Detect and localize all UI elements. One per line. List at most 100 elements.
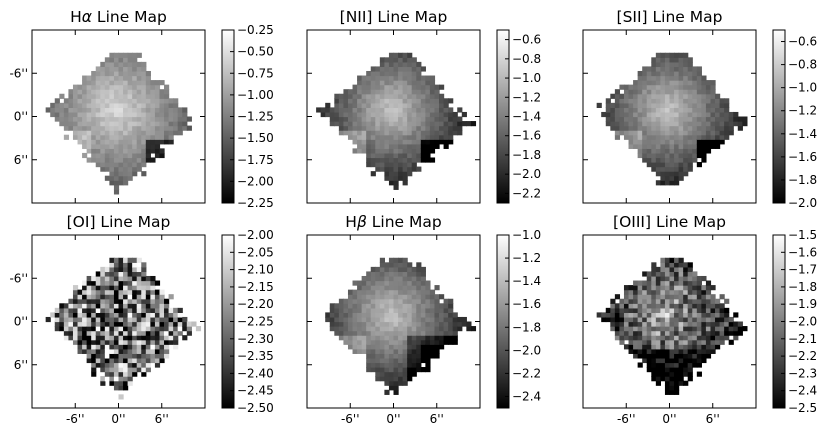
map-cell (402, 121, 408, 127)
map-cell (118, 303, 124, 309)
map-cell (466, 326, 472, 332)
map-cell (159, 353, 165, 359)
map-cell (393, 93, 399, 99)
map-cell (701, 348, 707, 354)
map-cell (82, 84, 88, 90)
map-cell (655, 280, 661, 286)
map-cell (118, 312, 124, 318)
map-cell (338, 307, 345, 313)
map-cell (674, 52, 680, 58)
map-cell (127, 294, 133, 300)
map-cell (411, 93, 417, 99)
map-cell (366, 107, 372, 113)
map-cell (642, 84, 648, 90)
map-cell (683, 339, 689, 345)
line-map-image (596, 52, 748, 186)
map-cell (683, 344, 689, 350)
map-cell (388, 130, 395, 136)
map-cell (633, 312, 639, 318)
map-cell (82, 303, 88, 309)
map-cell (420, 303, 426, 309)
map-cell (375, 89, 381, 95)
map-cell (136, 98, 142, 104)
map-cell (123, 52, 129, 58)
map-cell (728, 326, 734, 332)
map-cell (448, 321, 454, 327)
map-cell (159, 111, 165, 118)
map-cell (72, 335, 79, 341)
map-cell (109, 362, 115, 368)
map-cell (150, 130, 156, 136)
map-cell (173, 130, 179, 136)
map-cell (370, 285, 376, 291)
map-cell (683, 266, 689, 273)
map-cell (132, 134, 138, 140)
map-cell (95, 80, 101, 86)
map-cell (375, 134, 381, 140)
map-cell (407, 262, 413, 268)
map-cell (687, 348, 693, 354)
y-tick-label: -6'' (9, 271, 28, 285)
map-cell (407, 84, 413, 90)
map-cell (168, 312, 174, 318)
map-cell (150, 339, 156, 345)
map-cell (678, 89, 684, 95)
map-cell (692, 148, 698, 154)
map-cell (651, 371, 657, 377)
map-cell (113, 180, 120, 186)
map-cell (633, 111, 639, 118)
map-cell (402, 175, 408, 181)
colorbar-tick-label: −0.8 (788, 58, 817, 72)
map-cell (59, 326, 65, 332)
map-cell (669, 357, 675, 364)
map-cell (393, 89, 399, 95)
map-cell (123, 326, 129, 332)
map-cell (398, 257, 404, 263)
map-cell (696, 80, 702, 86)
map-cell (416, 339, 422, 345)
map-cell (646, 84, 652, 90)
map-cell (660, 348, 666, 354)
map-cell (145, 102, 151, 108)
map-cell (655, 75, 661, 81)
map-cell (443, 335, 449, 341)
map-cell (86, 316, 92, 323)
map-cell (669, 75, 675, 81)
map-cell (168, 116, 174, 122)
map-cell (191, 321, 197, 327)
map-cell (118, 171, 124, 177)
map-cell (82, 121, 88, 127)
map-cell (95, 162, 101, 168)
map-cell (646, 280, 652, 286)
map-cell (660, 344, 666, 350)
map-cell (402, 157, 408, 163)
map-cell (664, 344, 671, 350)
map-cell (402, 102, 408, 108)
map-cell (141, 134, 147, 140)
map-cell (674, 326, 680, 332)
map-cell (375, 93, 381, 99)
map-cell (164, 121, 170, 127)
colorbar (496, 234, 510, 409)
map-cell (660, 289, 666, 295)
map-cell (724, 130, 730, 136)
map-cell (164, 125, 170, 131)
map-cell (687, 266, 693, 273)
map-cell (100, 330, 106, 336)
map-cell (610, 321, 616, 327)
map-cell (637, 312, 643, 318)
map-cell (104, 148, 110, 154)
map-cell (370, 66, 376, 72)
map-cell (95, 326, 101, 332)
map-cell (623, 344, 630, 350)
map-cell (95, 70, 101, 77)
map-cell (100, 275, 106, 282)
map-cell (77, 330, 83, 336)
map-cell (370, 298, 376, 304)
map-cell (402, 339, 408, 345)
map-cell (347, 298, 354, 304)
map-cell (164, 335, 170, 341)
map-cell (619, 298, 625, 304)
map-cell (375, 376, 381, 382)
map-cell (429, 307, 436, 313)
